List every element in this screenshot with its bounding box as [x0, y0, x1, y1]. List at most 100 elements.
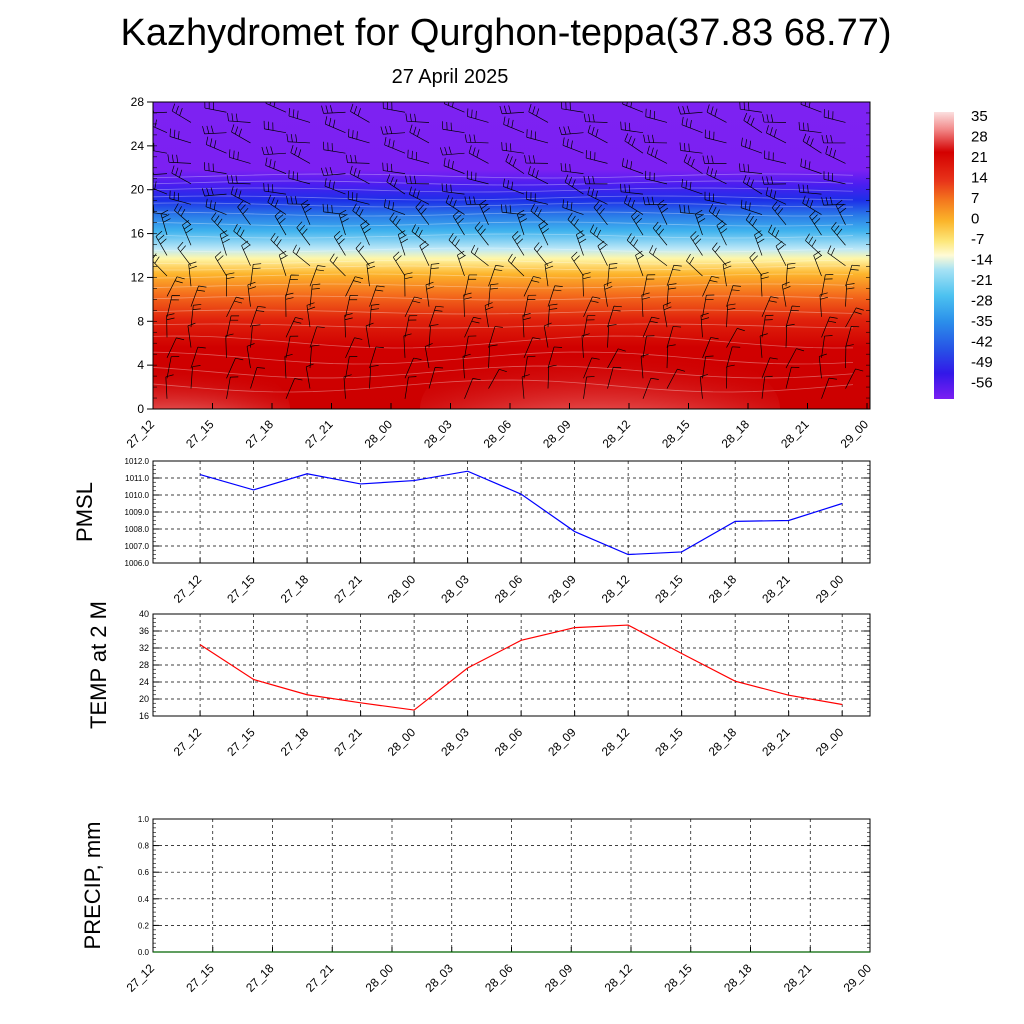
isotherm-contour — [153, 247, 854, 253]
isotherm-contour — [153, 211, 854, 217]
wind-barb — [309, 344, 320, 369]
wind-barb — [409, 124, 430, 144]
wind-barb — [355, 242, 370, 266]
wind-barb — [226, 296, 244, 318]
wind-barb — [743, 112, 763, 133]
wind-barb — [530, 203, 549, 226]
wind-barb — [754, 230, 765, 256]
wind-barb — [286, 133, 311, 144]
precip-x-tick-label: 28_06 — [482, 961, 516, 995]
wind-barb — [624, 195, 644, 215]
wind-barb — [589, 224, 608, 246]
wind-barb — [171, 103, 192, 123]
wind-barb — [288, 108, 311, 123]
wind-barb — [488, 344, 498, 369]
wind-barb — [369, 346, 384, 369]
colorbar-label: -28 — [971, 293, 993, 310]
wind-barb — [457, 250, 466, 277]
wind-barb — [642, 196, 668, 206]
heatmap-x-tick-label: 28_00 — [362, 417, 396, 451]
precip-x-tick-label: 28_03 — [422, 961, 456, 995]
wind-barb — [247, 281, 257, 307]
wind-barb — [642, 335, 655, 358]
pmsl-x-tick-label: 27_18 — [278, 572, 312, 606]
precip-x-tick-label: 29_00 — [841, 961, 875, 995]
colorbar-label: 28 — [971, 129, 988, 146]
colorbar-bar — [934, 112, 954, 399]
wind-barb — [187, 322, 196, 348]
wind-barb — [738, 163, 763, 174]
wind-barb — [171, 165, 192, 185]
isotherm-contour — [153, 323, 854, 329]
wind-barb — [301, 199, 312, 225]
wind-barb — [706, 166, 727, 185]
wind-barb — [474, 221, 489, 246]
wind-barb — [821, 135, 846, 144]
wind-barb — [382, 102, 406, 113]
wind-barb — [712, 242, 727, 266]
wind-barb — [428, 305, 444, 328]
wind-barb — [329, 253, 346, 277]
wind-barb — [160, 209, 171, 236]
wind-barb — [704, 129, 727, 144]
wind-barb — [702, 275, 720, 297]
wind-barb — [823, 109, 846, 123]
wind-barb — [409, 186, 430, 205]
wind-barb — [809, 210, 822, 236]
wind-barb — [740, 199, 763, 215]
wind-barb — [324, 178, 346, 195]
wind-barb — [726, 303, 736, 328]
wind-barb — [835, 199, 847, 225]
temp-x-tick-label: 28_09 — [545, 725, 579, 759]
wind-barb — [583, 357, 600, 379]
isotherm-contour — [153, 195, 854, 201]
page-title: Kazhydromet for Qurghon-teppa(37.83 68.7… — [120, 12, 892, 54]
wind-barb — [558, 126, 584, 135]
wind-barb — [761, 176, 787, 185]
wind-barb — [452, 210, 465, 236]
wind-barb — [393, 251, 406, 277]
wind-barb — [802, 195, 822, 215]
wind-barb — [845, 368, 864, 389]
wind-barb — [528, 104, 549, 123]
isotherm-contour — [153, 273, 854, 279]
wind-barb — [802, 133, 822, 154]
isotherm-contour — [153, 335, 854, 349]
heatmap-x-axis: 27_12 27_15 27_18 27_21 28_00 28_03 28_06 28_09… — [124, 403, 871, 451]
wind-barb — [439, 146, 465, 156]
heatmap-x-tick-label: 28_15 — [659, 417, 693, 451]
wind-barb — [389, 212, 406, 236]
precip-x-tick-label: 28_12 — [602, 961, 636, 995]
wind-barb — [649, 245, 668, 267]
wind-barb — [190, 285, 207, 307]
temp-x-tick-label: 28_06 — [492, 725, 526, 759]
wind-barb — [241, 240, 251, 266]
wind-barb — [761, 296, 779, 318]
heatmap-y-tick-label: 20 — [131, 183, 145, 197]
wind-barb — [726, 285, 741, 307]
wind-barb — [169, 128, 192, 144]
wind-barb — [352, 203, 370, 226]
precip-x-tick-label: 27_15 — [183, 961, 217, 995]
wind-barb — [800, 102, 822, 113]
temp-x-tick-label: 28_12 — [599, 725, 633, 759]
wind-barb — [464, 335, 477, 358]
precip-y-axis-label: PRECIP, mm — [80, 822, 105, 950]
wind-barb — [205, 136, 227, 154]
wind-barb — [686, 253, 703, 277]
wind-barb — [261, 146, 287, 156]
wind-barb — [785, 366, 800, 389]
wind-barb — [345, 337, 363, 358]
wind-barb — [622, 102, 644, 113]
precip-x-tick-label: 28_00 — [363, 961, 397, 995]
wind-barb — [347, 191, 370, 205]
wind-barb — [190, 346, 206, 369]
temp-x-tick-label: 28_03 — [438, 725, 472, 759]
wind-barb — [190, 365, 201, 389]
wind-barb — [771, 201, 787, 226]
pmsl-y-tick-label: 1011.0 — [125, 474, 149, 483]
wind-barb — [652, 221, 668, 246]
wind-barb — [169, 190, 192, 205]
wind-barb — [523, 294, 537, 317]
